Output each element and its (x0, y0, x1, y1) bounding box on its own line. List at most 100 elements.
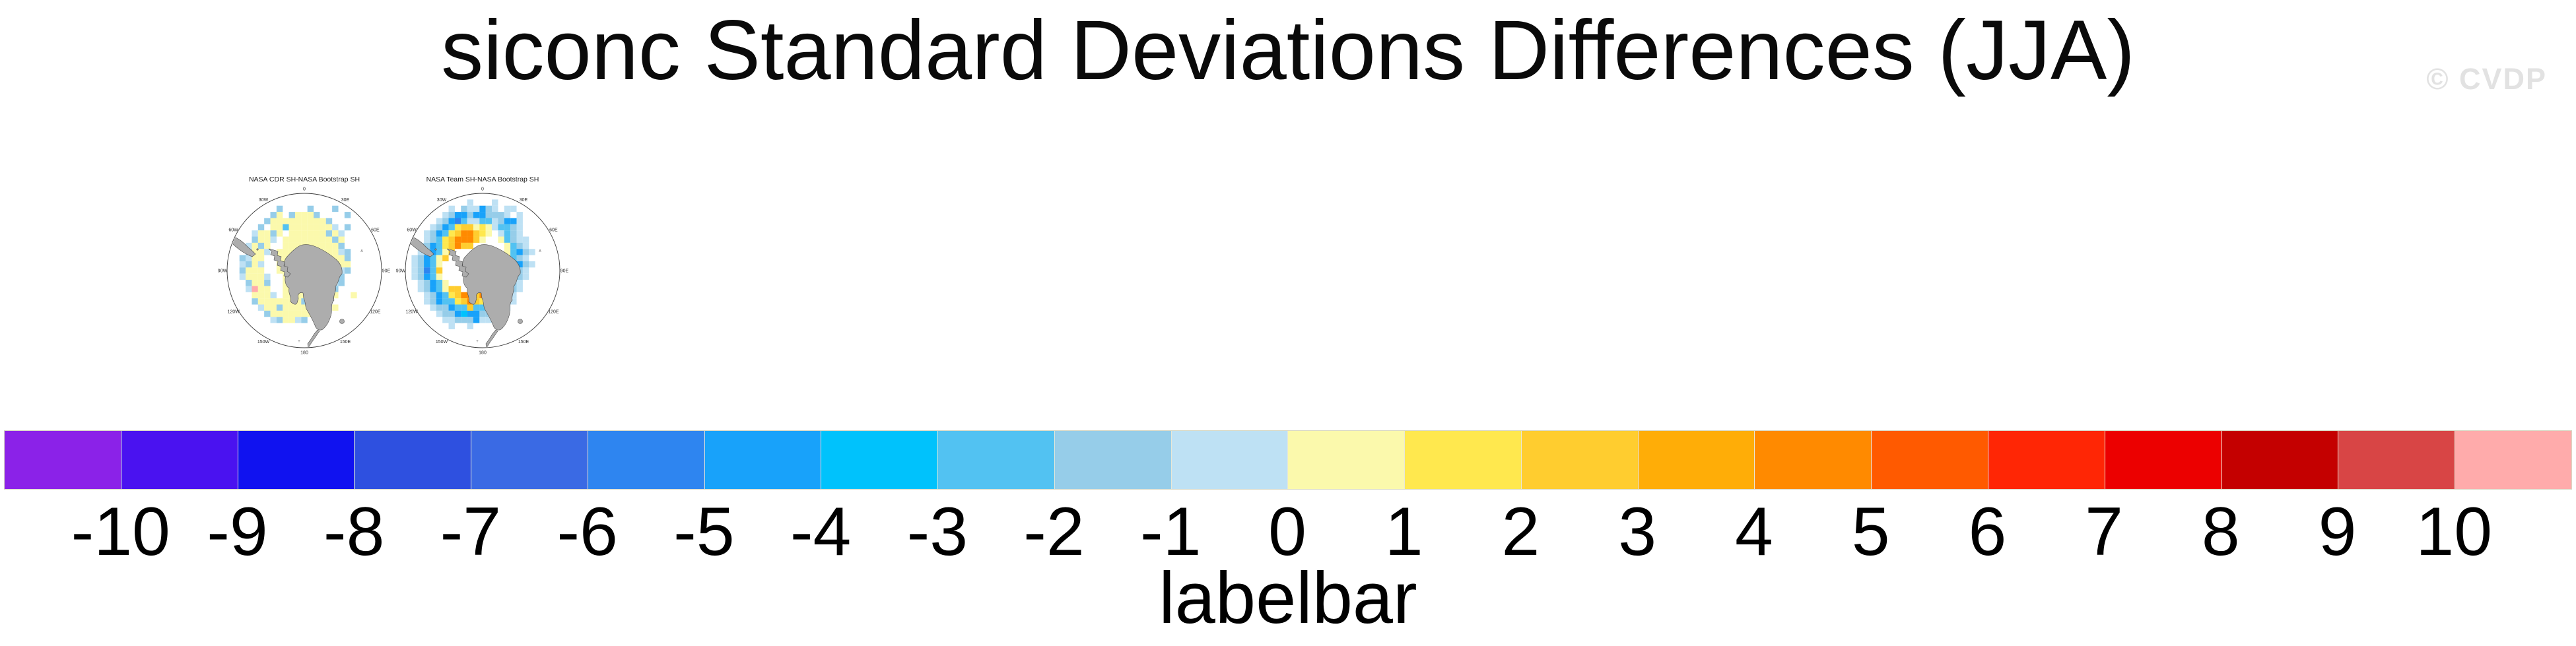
map-data-cell (461, 310, 467, 317)
map-data-cell (448, 286, 455, 292)
map-data-cell (454, 224, 461, 231)
map-data-cell (467, 218, 474, 224)
map-data-cell (301, 236, 308, 243)
map-data-cell (436, 218, 443, 224)
map-data-cell (504, 205, 511, 212)
map-data-cell (516, 273, 523, 280)
small-island (256, 248, 259, 251)
map-data-cell (473, 298, 480, 305)
map-data-cell (473, 230, 480, 237)
map-data-cell (332, 242, 339, 249)
map-data-cell (257, 298, 265, 305)
map-data-cell (467, 317, 474, 323)
map-data-cell (257, 230, 265, 237)
map-data-cell (417, 255, 424, 262)
colorbar-tick-label: 9 (2318, 494, 2357, 570)
map-data-cell (430, 249, 436, 255)
map-data-cell (276, 317, 283, 323)
colorbar-tick-label: 6 (1968, 494, 2007, 570)
map-data-cell (264, 218, 271, 224)
map-data-cell (257, 267, 265, 274)
map-data-cell (454, 242, 461, 249)
map-data-cell (473, 218, 480, 224)
map-data-cell (473, 224, 480, 231)
map-data-cell (467, 230, 474, 237)
map-data-cell (430, 242, 436, 249)
colorbar-tick-label: -7 (440, 494, 502, 570)
map-data-cell (257, 236, 265, 243)
map-data-cell (479, 212, 486, 218)
map-data-cell (448, 236, 455, 243)
map-data-cell (448, 310, 455, 317)
map-data-cell (424, 255, 430, 262)
map-data-cell (276, 230, 283, 237)
map-data-cell (430, 298, 436, 305)
map-data-cell (442, 218, 449, 224)
map-mark-plus: + (298, 340, 300, 344)
map-data-cell (461, 317, 467, 323)
colorbar-segment (354, 431, 471, 489)
colorbar-segment (937, 431, 1054, 489)
map-data-cell (270, 304, 277, 311)
map-data-cell (461, 205, 467, 212)
map-data-cell (332, 255, 339, 262)
map-data-cell (264, 249, 271, 255)
map-data-cell (448, 205, 455, 212)
colorbar-segment (1404, 431, 1521, 489)
map-data-cell (270, 224, 277, 231)
map-data-cell (257, 273, 265, 280)
map-data-cell (510, 292, 517, 299)
map-data-cell (442, 292, 449, 299)
map-data-cell (430, 224, 436, 231)
map-data-cell (510, 298, 517, 305)
map-data-cell (314, 242, 320, 249)
map-data-cell (246, 273, 252, 280)
map-data-cell (288, 236, 296, 243)
map-data-cell (320, 236, 326, 243)
colorbar-tick-label: 5 (1851, 494, 1890, 570)
map-data-cell (510, 230, 517, 237)
map-data-cell (436, 261, 443, 268)
map-data-cell (276, 304, 283, 311)
map-data-cell (332, 292, 339, 299)
map-data-cell (424, 236, 430, 243)
map-data-cell (522, 261, 529, 268)
map-data-cell (332, 236, 339, 243)
map-mark-plus: + (476, 340, 479, 344)
map-data-cell (288, 218, 296, 224)
colorbar-tick-label: -9 (207, 494, 268, 570)
map-data-cell (516, 242, 523, 249)
map-data-cell (252, 298, 258, 305)
map-data-cell (257, 286, 265, 292)
map-data-cell (325, 218, 333, 224)
map-data-cell (516, 230, 523, 237)
map-data-cell (461, 218, 467, 224)
map-data-cell (294, 242, 302, 249)
map-data-cell (454, 304, 461, 311)
map-data-cell (448, 323, 455, 329)
map-data-cell (252, 236, 258, 243)
map-data-cell (294, 317, 302, 323)
map-data-cell (510, 249, 517, 255)
longitude-label: 60W (228, 228, 238, 233)
map-data-cell (473, 236, 480, 243)
map-data-cell (307, 230, 314, 237)
map-data-cell (516, 261, 523, 268)
map-data-cell (338, 242, 345, 249)
map-data-cell (498, 212, 504, 218)
map-data-cell (448, 224, 455, 231)
map-data-cell (442, 304, 449, 311)
map-data-cell (479, 230, 486, 237)
map-data-cell (454, 317, 461, 323)
longitude-label: 120W (227, 310, 240, 315)
map-data-cell (252, 261, 258, 268)
map-mark-a: A (539, 249, 541, 253)
colorbar-tick-label: -2 (1023, 494, 1085, 570)
map-data-cell (442, 224, 449, 231)
map-data-cell (436, 280, 443, 286)
map-data-cell (417, 273, 424, 280)
map-data-cell (522, 255, 529, 262)
longitude-label: 90W (396, 269, 406, 274)
map-data-cell (257, 261, 265, 268)
colorbar-tick-label: -10 (71, 494, 170, 570)
